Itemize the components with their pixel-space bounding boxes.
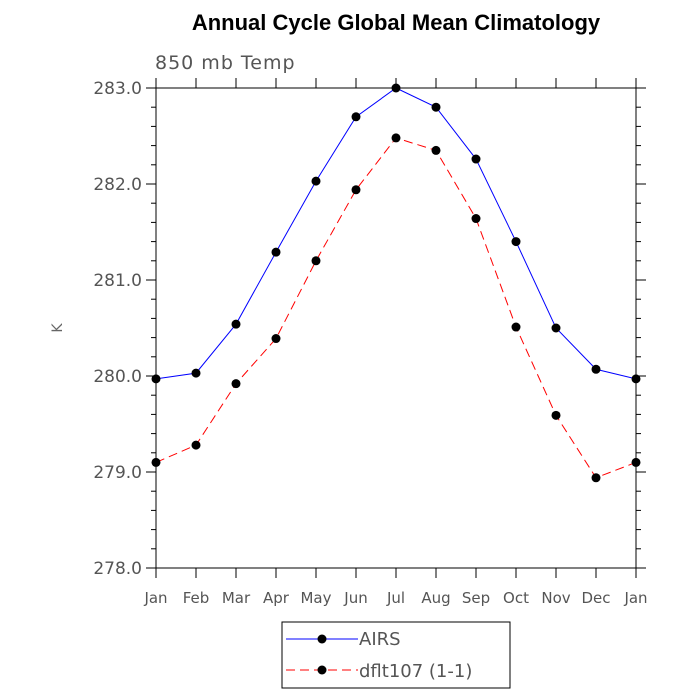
legend-marker-1 — [317, 665, 327, 675]
x-tick-label: Jul — [386, 589, 405, 607]
data-point-series-0 — [551, 323, 561, 333]
y-tick-label: 280.0 — [93, 367, 142, 387]
data-point-series-1 — [151, 457, 161, 467]
x-tick-label: Jan — [623, 589, 647, 607]
legend-label-1: dflt107 (1-1) — [359, 661, 472, 682]
y-axis-label: K — [50, 323, 66, 333]
x-tick-label: Jan — [143, 589, 167, 607]
y-tick-label: 282.0 — [93, 175, 142, 195]
data-point-series-0 — [151, 374, 161, 384]
plot-area — [155, 87, 637, 569]
y-tick-labels: 278.0 279.0 280.0 281.0 282.0 283.0 — [93, 79, 142, 579]
data-point-series-1 — [311, 256, 321, 266]
x-tick-label: Sep — [462, 589, 490, 607]
chart-title: Annual Cycle Global Mean Climatology — [192, 10, 601, 35]
x-tick-label: Mar — [222, 589, 251, 607]
x-tick-label: May — [300, 589, 331, 607]
data-point-series-1 — [551, 410, 561, 420]
data-point-series-0 — [271, 247, 281, 257]
data-point-series-0 — [431, 102, 441, 112]
y-tick-label: 281.0 — [93, 271, 142, 291]
x-tick-label: Nov — [541, 589, 570, 607]
data-point-series-0 — [511, 237, 521, 247]
y-tick-label: 278.0 — [93, 559, 142, 579]
data-point-series-0 — [191, 368, 201, 378]
x-tick-label: Jun — [343, 589, 367, 607]
data-point-series-1 — [431, 145, 441, 155]
legend-marker-0 — [317, 634, 327, 644]
series-layer — [151, 83, 641, 483]
data-point-series-0 — [311, 176, 321, 186]
data-point-series-1 — [591, 473, 601, 483]
x-tick-label: Feb — [183, 589, 210, 607]
data-point-series-0 — [351, 112, 361, 122]
data-point-series-1 — [391, 133, 401, 143]
x-tick-label: Aug — [421, 589, 450, 607]
data-point-series-0 — [471, 154, 481, 164]
data-point-series-0 — [631, 374, 641, 384]
x-tick-label: Dec — [581, 589, 610, 607]
data-point-series-0 — [391, 83, 401, 93]
data-point-series-1 — [631, 457, 641, 467]
legend-entry-1: dflt107 (1-1) — [286, 661, 472, 682]
data-point-series-1 — [351, 185, 361, 195]
data-point-series-1 — [231, 379, 241, 389]
legend: AIRS dflt107 (1-1) — [281, 621, 511, 689]
series-line-0 — [155, 87, 637, 380]
x-tick-label: Apr — [263, 589, 290, 607]
legend-box — [281, 621, 511, 689]
y-tick-label: 279.0 — [93, 463, 142, 483]
x-tick-label: Oct — [503, 589, 529, 607]
chart-subtitle: 850 mb Temp — [155, 52, 296, 74]
data-point-series-0 — [591, 364, 601, 374]
legend-entry-0: AIRS — [286, 629, 401, 650]
series-line-1 — [155, 137, 637, 479]
data-point-series-0 — [231, 319, 241, 329]
data-point-series-1 — [511, 322, 521, 332]
legend-label-0: AIRS — [359, 629, 401, 650]
data-point-series-1 — [271, 334, 281, 344]
y-tick-label: 283.0 — [93, 79, 142, 99]
axis-ticks — [146, 78, 646, 578]
data-point-series-1 — [471, 214, 481, 224]
data-point-series-1 — [191, 440, 201, 450]
x-tick-labels: Jan Feb Mar Apr May Jun Jul Aug Sep Oct Nov Dec Jan — [143, 589, 647, 607]
